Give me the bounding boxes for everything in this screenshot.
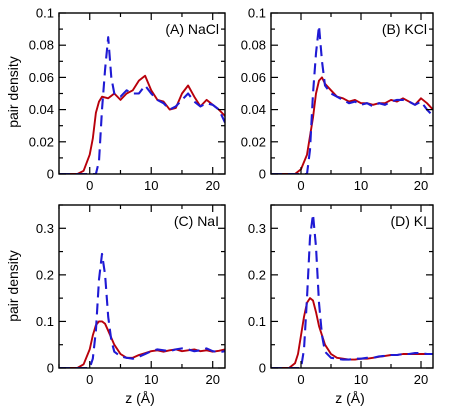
panel-b-series-dashed-line (271, 24, 433, 174)
panel-d-y-tick-label: 0.1 (248, 314, 266, 329)
panel-b-x-tick-label: 0 (297, 178, 304, 193)
x-axis-title-left: z (Å) (125, 390, 155, 406)
panel-b-y-tick-label: 0.04 (241, 102, 266, 117)
panel-c-y-tick-label: 0.1 (36, 314, 54, 329)
x-axis-title-right: z (Å) (335, 390, 365, 406)
panel-a-label: (A) NaCl (165, 21, 219, 37)
panel-c-y-tick-label: 0.2 (36, 267, 54, 282)
panel-d-x-tick-label: 20 (414, 372, 428, 387)
panel-c-x-tick-label: 10 (144, 372, 158, 387)
panel-d-x-tick-label: 0 (297, 372, 304, 387)
panel-c-series-solid-line (59, 320, 225, 368)
panel-a-frame (58, 12, 226, 175)
panel-a-series-solid-line (59, 74, 225, 174)
panel-a-x-tick-label: 0 (86, 178, 93, 193)
y-axis-title-bottom: pair density (5, 250, 21, 322)
panel-d-y-tick-label: 0 (259, 361, 266, 376)
panel-b-y-tick-label: 0.08 (241, 38, 266, 53)
panel-a-y-tick-label: 0.06 (29, 70, 54, 85)
panel-c-y-tick-label: 0.3 (36, 221, 54, 236)
panel-c: 0 10 20 0 0.1 0.2 0.3 (C) NaI (36, 204, 226, 387)
panel-d-frame (270, 204, 434, 369)
panel-b-y-tick-label: 0.1 (248, 6, 266, 21)
y-axis-title-top: pair density (5, 56, 21, 128)
panel-c-x-tick-label: 20 (205, 372, 219, 387)
panel-c-series-dashed-line (59, 252, 225, 368)
panel-d-y-tick-label: 0.2 (248, 267, 266, 282)
panel-d: 0 10 20 0 0.1 0.2 0.3 (D) KI (248, 204, 434, 387)
panel-c-frame (58, 204, 226, 369)
panel-c-label: (C) NaI (174, 213, 219, 229)
panel-a-y-tick-label: 0.08 (29, 38, 54, 53)
panel-a-x-tick-label: 10 (144, 178, 158, 193)
panel-b-x-tick-label: 20 (414, 178, 428, 193)
panel-d-label: (D) KI (390, 213, 427, 229)
panel-a-x-tick-label: 20 (205, 178, 219, 193)
panel-b-y-tick-label: 0.02 (241, 134, 266, 149)
panel-b-frame (270, 12, 434, 175)
panel-b-label: (B) KCl (382, 21, 427, 37)
panel-a: 0 10 20 0 0.02 0.04 0.06 0.08 0.1 (A) NaCl (29, 6, 226, 193)
panel-d-y-tick-label: 0.3 (248, 221, 266, 236)
panel-d-series-solid-line (271, 297, 433, 368)
panel-b: 0 10 20 0 0.02 0.04 0.06 0.08 0.1 (B) KCl (241, 6, 434, 193)
panel-b-y-tick-label: 0 (259, 167, 266, 182)
panel-c-x-tick-label: 0 (86, 372, 93, 387)
panel-a-y-tick-label: 0.1 (36, 6, 54, 21)
panel-d-series-dashed-line (271, 213, 433, 368)
panel-a-y-tick-label: 0 (47, 167, 54, 182)
panel-d-x-tick-label: 10 (354, 372, 368, 387)
panel-c-y-tick-label: 0 (47, 361, 54, 376)
panel-a-y-tick-label: 0.02 (29, 134, 54, 149)
panel-b-series-solid-line (271, 76, 433, 174)
panel-b-x-tick-label: 10 (354, 178, 368, 193)
panel-a-y-tick-label: 0.04 (29, 102, 54, 117)
panel-a-series-dashed-line (59, 36, 225, 174)
panel-b-y-tick-label: 0.06 (241, 70, 266, 85)
